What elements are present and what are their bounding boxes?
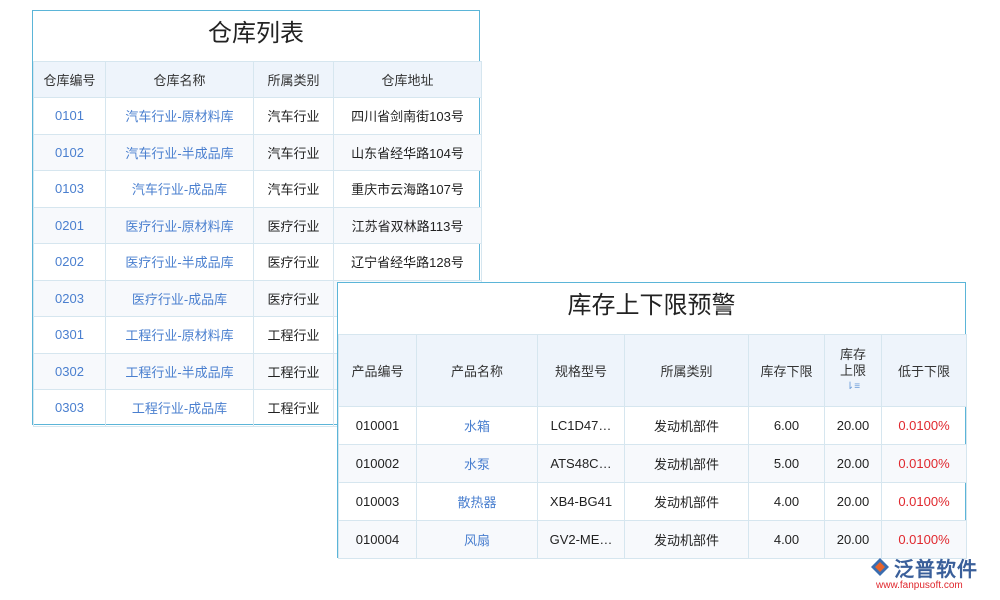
row: 0103 汽车行业-成品库 汽车行业 重庆市云海路107号 [33, 170, 482, 208]
cell[interactable]: 散热器 [416, 482, 538, 521]
column-header: 所属类别 [253, 61, 334, 98]
cell: 工程行业 [253, 352, 334, 390]
row: 0201 医疗行业-原材料库 医疗行业 江苏省双林路113号 [33, 206, 482, 244]
cell: 汽车行业 [253, 133, 334, 171]
logo-icon [871, 558, 889, 576]
cell[interactable]: 0203 [33, 279, 106, 317]
column-header: 产品名称 [416, 334, 538, 407]
cell[interactable]: 水泵 [416, 444, 538, 483]
cell: 发动机部件 [624, 520, 749, 559]
cell[interactable]: 0103 [33, 170, 106, 208]
cell[interactable]: 0202 [33, 243, 106, 281]
column-header: 库存下限 [748, 334, 825, 407]
column-header: 库存上限 ⇂≡ [824, 334, 882, 407]
cell[interactable]: 0101 [33, 97, 106, 135]
cell: 医疗行业 [253, 279, 334, 317]
cell: 四川省剑南街103号 [333, 97, 482, 135]
logo: 泛普软件 www.fanpusoft.com [868, 553, 993, 595]
cell: 山东省经华路104号 [333, 133, 482, 171]
cell[interactable]: 汽车行业-半成品库 [105, 133, 254, 171]
cell: 20.00 [824, 482, 882, 521]
panel-title: 仓库列表 [208, 20, 304, 47]
cell[interactable]: 0302 [33, 352, 106, 390]
cell: 医疗行业 [253, 243, 334, 281]
column-header: 所属类别 [624, 334, 749, 407]
row: 010003 散热器 XB4-BG41 发动机部件 4.00 20.00 0.0100% [338, 482, 967, 521]
cell: 发动机部件 [624, 444, 749, 483]
cell: GV2-ME… [537, 520, 625, 559]
cell: 010004 [338, 520, 417, 559]
cell: 工程行业 [253, 389, 334, 427]
row: 0202 医疗行业-半成品库 医疗行业 辽宁省经华路128号 [33, 243, 482, 281]
cell[interactable]: 水箱 [416, 406, 538, 445]
cell[interactable]: 0201 [33, 206, 106, 244]
cell: 20.00 [824, 444, 882, 483]
column-header: 低于下限 [881, 334, 967, 407]
cell[interactable]: 0303 [33, 389, 106, 427]
cell[interactable]: 工程行业-半成品库 [105, 352, 254, 390]
cell[interactable]: 医疗行业-半成品库 [105, 243, 254, 281]
cell: 010002 [338, 444, 417, 483]
logo-url: www.fanpusoft.com [876, 580, 963, 591]
row: 010004 风扇 GV2-ME… 发动机部件 4.00 20.00 0.0100% [338, 520, 967, 559]
cell: 5.00 [748, 444, 825, 483]
cell: 发动机部件 [624, 482, 749, 521]
cell[interactable]: 0102 [33, 133, 106, 171]
cell: 0.0100% [881, 444, 967, 483]
cell: 江苏省双林路113号 [333, 206, 482, 244]
cell: 6.00 [748, 406, 825, 445]
cell: 010003 [338, 482, 417, 521]
row: 010001 水箱 LC1D47… 发动机部件 6.00 20.00 0.0100% [338, 406, 967, 445]
cell[interactable]: 医疗行业-成品库 [105, 279, 254, 317]
cell: 0.0100% [881, 482, 967, 521]
cell: 20.00 [824, 406, 882, 445]
cell: 重庆市云海路107号 [333, 170, 482, 208]
cell: 010001 [338, 406, 417, 445]
column-header: 规格型号 [537, 334, 625, 407]
column-header: 产品编号 [338, 334, 417, 407]
row: 010002 水泵 ATS48C… 发动机部件 5.00 20.00 0.0100% [338, 444, 967, 483]
cell: 汽车行业 [253, 170, 334, 208]
stock-alert-table: 产品编号 产品名称 规格型号 所属类别 库存下限 库存上限 ⇂≡ 低于下限 010001 水箱 LC… [338, 334, 967, 559]
cell: ATS48C… [537, 444, 625, 483]
cell: 0.0100% [881, 520, 967, 559]
header-row: 仓库编号 仓库名称 所属类别 仓库地址 [33, 61, 482, 98]
cell: 4.00 [748, 482, 825, 521]
cell: LC1D47… [537, 406, 625, 445]
column-header: 仓库编号 [33, 61, 106, 98]
stock-alert-panel: 库存上下限预警 产品编号 产品名称 规格型号 所属类别 库存下限 库存上限 ⇂≡ 低于下限 01… [337, 282, 967, 559]
cell: 20.00 [824, 520, 882, 559]
cell: XB4-BG41 [537, 482, 625, 521]
cell[interactable]: 汽车行业-成品库 [105, 170, 254, 208]
cell: 辽宁省经华路128号 [333, 243, 482, 281]
cell: 工程行业 [253, 316, 334, 354]
panel-title: 库存上下限预警 [567, 292, 736, 319]
cell[interactable]: 风扇 [416, 520, 538, 559]
header-row: 产品编号 产品名称 规格型号 所属类别 库存下限 库存上限 ⇂≡ 低于下限 [338, 334, 967, 407]
cell[interactable]: 0301 [33, 316, 106, 354]
cell: 发动机部件 [624, 406, 749, 445]
cell: 4.00 [748, 520, 825, 559]
cell: 医疗行业 [253, 206, 334, 244]
cell[interactable]: 医疗行业-原材料库 [105, 206, 254, 244]
logo-name: 泛普软件 [894, 559, 978, 581]
cell[interactable]: 汽车行业-原材料库 [105, 97, 254, 135]
cell: 汽车行业 [253, 97, 334, 135]
row: 0101 汽车行业-原材料库 汽车行业 四川省剑南街103号 [33, 97, 482, 135]
cell: 0.0100% [881, 406, 967, 445]
sort-icon: ⇂≡ [845, 380, 861, 392]
column-header: 仓库名称 [105, 61, 254, 98]
row: 0102 汽车行业-半成品库 汽车行业 山东省经华路104号 [33, 133, 482, 171]
cell[interactable]: 工程行业-原材料库 [105, 316, 254, 354]
cell[interactable]: 工程行业-成品库 [105, 389, 254, 427]
column-header: 仓库地址 [333, 61, 482, 98]
